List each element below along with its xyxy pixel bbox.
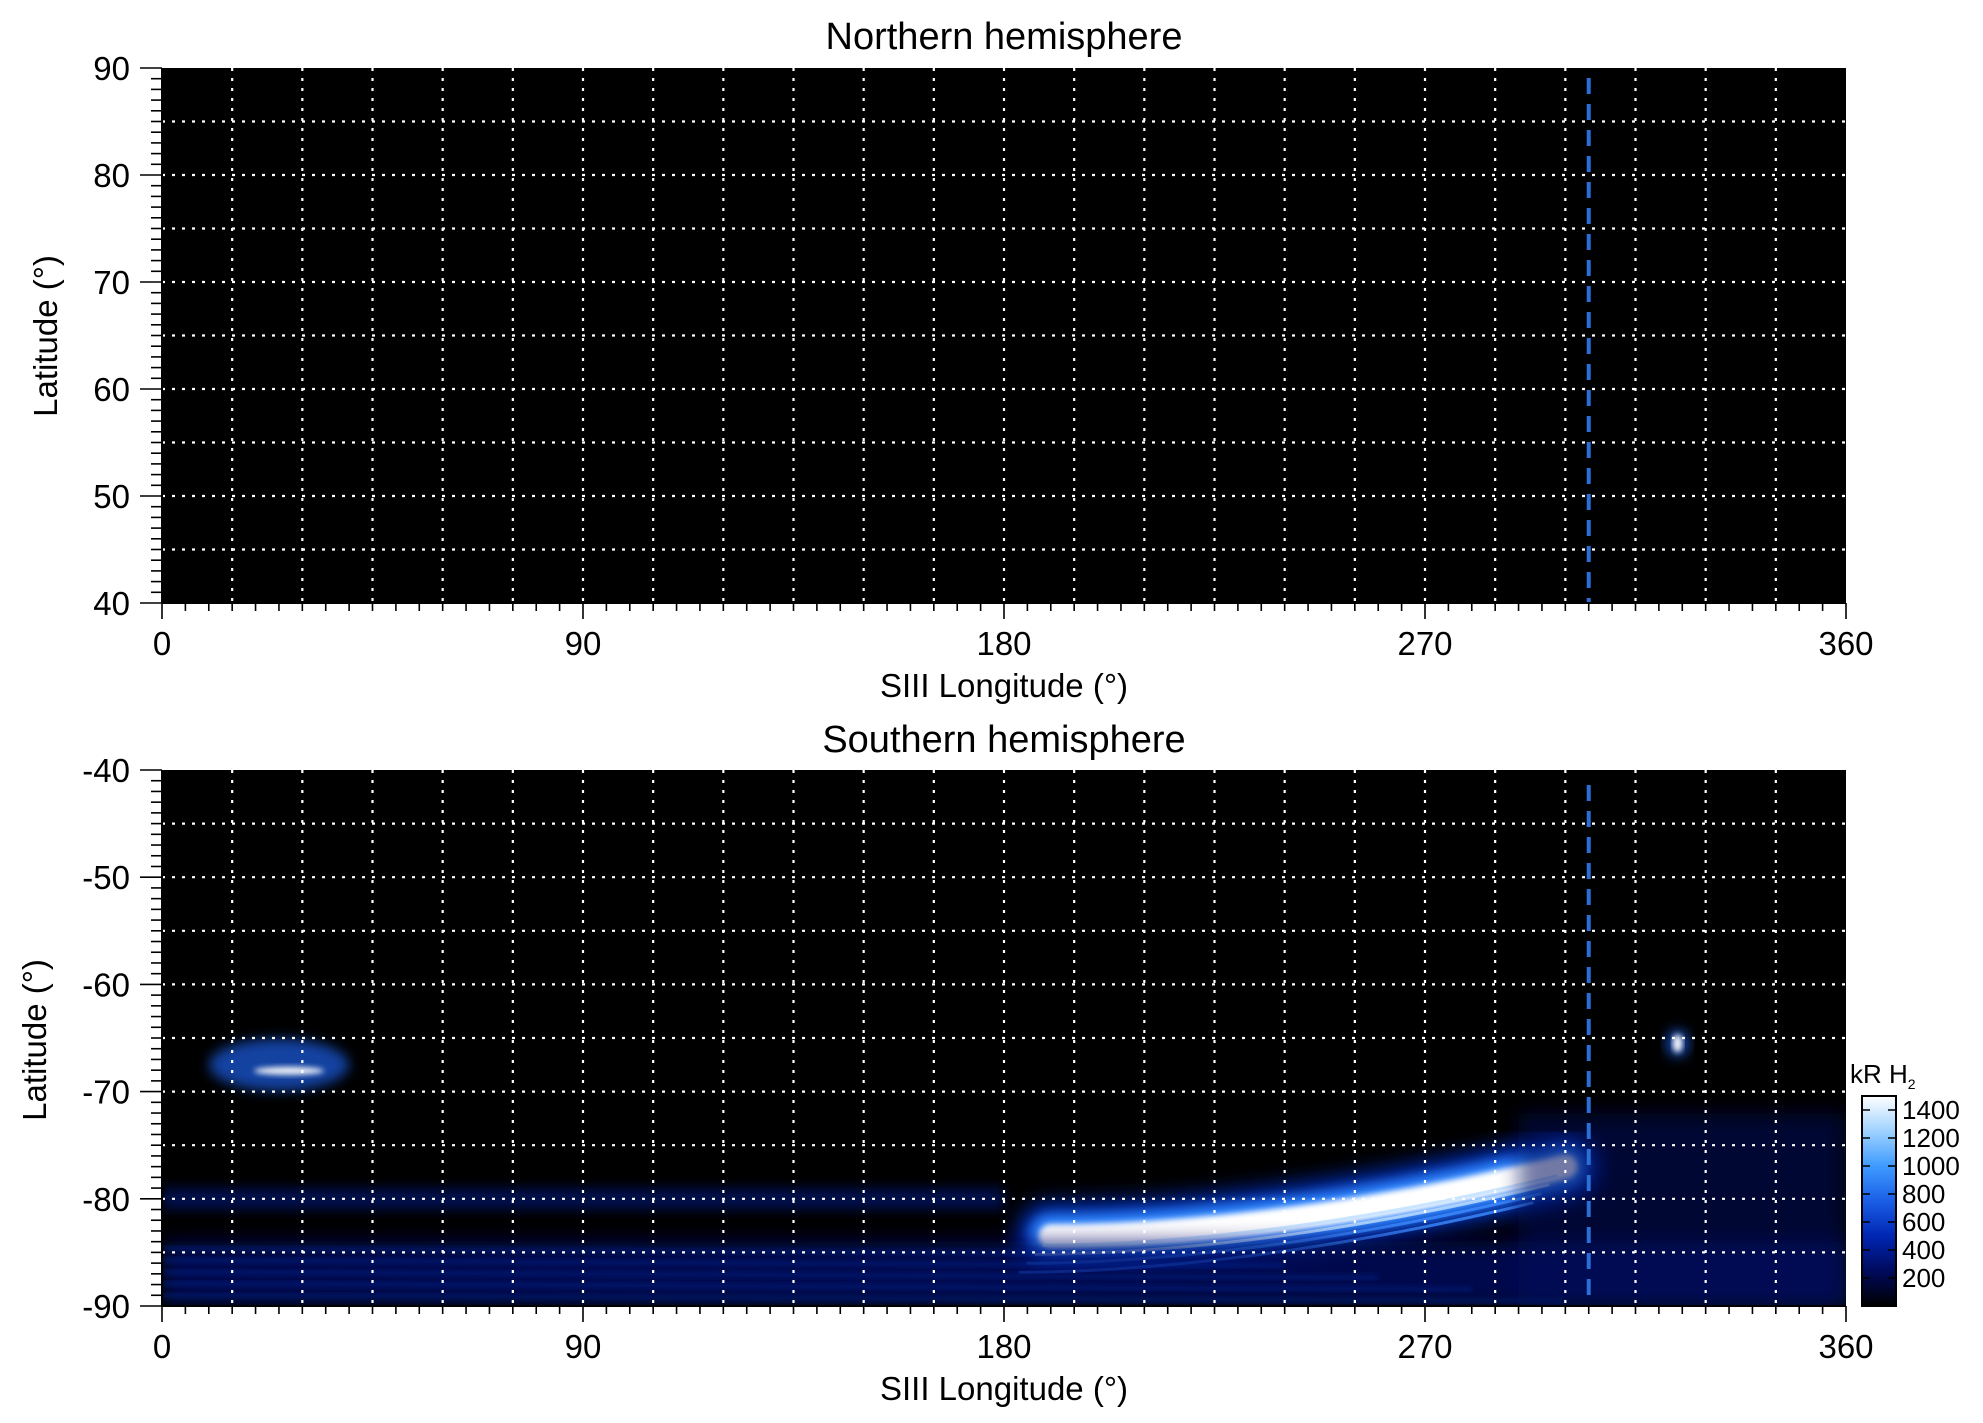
colorbar-tick-label: 800 [1902,1179,1945,1209]
emission-polar-streak [162,1293,1566,1303]
south-y-tick-label: -80 [82,1181,130,1218]
south-xlabel: SIII Longitude (°) [880,1370,1128,1407]
colorbar-label-main: kR H [1850,1059,1908,1089]
colorbar-tick-label: 1200 [1902,1123,1960,1153]
south-ylabel: Latitude (°) [16,959,53,1121]
panel-north: Northern hemisphere 40 50 60 70 80 90 0 90 180 27… [27,16,1874,704]
north-y-tick-label: 80 [93,157,130,194]
north-x-tick-label: 0 [153,625,171,662]
colorbar-ramp [1861,1095,1897,1307]
colorbar-tick-label: 1400 [1902,1095,1960,1125]
north-axes: 40 50 60 70 80 90 0 90 180 270 360 [93,50,1873,662]
colorbar-tick-label: 200 [1902,1263,1945,1293]
north-title: Northern hemisphere [826,16,1183,58]
emission-polar-streak [162,1281,1472,1291]
colorbar-tick-label: 600 [1902,1207,1945,1237]
south-x-tick-label: 360 [1818,1328,1873,1365]
panel-south: Southern hemisphere -40 -50 -60 -70 -80 -90 0 9… [16,719,1874,1407]
south-x-tick-label: 0 [153,1328,171,1365]
north-y-tick-label: 50 [93,478,130,515]
south-x-tick-label: 270 [1397,1328,1452,1365]
colorbar-tick-label: 1000 [1902,1151,1960,1181]
south-y-tick-label: -40 [82,752,130,789]
south-gridlines [162,770,1846,1306]
north-x-tick-label: 180 [976,625,1031,662]
north-ylabel: Latitude (°) [27,255,64,417]
south-axes: -40 -50 -60 -70 -80 -90 0 90 180 270 360 [82,752,1873,1365]
north-gridlines [162,68,1846,603]
emission-spot-core [253,1066,324,1075]
south-title: Southern hemisphere [822,719,1185,761]
south-y-tick-label: -50 [82,859,130,896]
north-y-tick-label: 90 [93,50,130,87]
emission-spot-core [1672,1034,1683,1053]
emission-diffuse-right [1518,1113,1846,1306]
colorbar-tick-label: 400 [1902,1235,1945,1265]
colorbar-label-subscript: 2 [1908,1076,1916,1092]
north-x-tick-label: 270 [1397,625,1452,662]
north-y-tick-label: 70 [93,264,130,301]
south-y-tick-label: -60 [82,966,130,1003]
emission-arc-core [1038,1154,1578,1249]
emission-polar-streak [162,1270,1379,1280]
emission-spot-glow [208,1038,349,1091]
south-x-tick-label: 180 [976,1328,1031,1365]
north-x-tick-label: 360 [1818,625,1873,662]
south-y-tick-label: -90 [82,1288,130,1325]
north-xlabel: SIII Longitude (°) [880,667,1128,704]
south-x-tick-label: 90 [565,1328,602,1365]
north-y-tick-label: 60 [93,371,130,408]
colorbar-label: kR H2 [1850,1059,1916,1092]
north-y-tick-label: 40 [93,585,130,622]
south-y-tick-label: -70 [82,1074,130,1111]
emission-polar-streak [162,1246,1192,1256]
north-x-tick-label: 90 [565,625,602,662]
